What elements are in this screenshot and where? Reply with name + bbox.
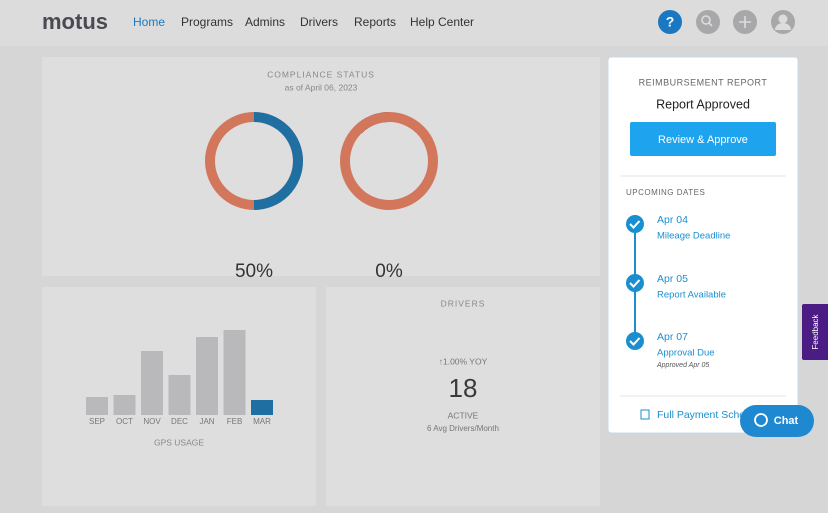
logo[interactable]: motus bbox=[42, 9, 108, 34]
x-tick-label: OCT bbox=[116, 417, 133, 426]
timeline-dot bbox=[626, 274, 644, 292]
x-tick-label: DEC bbox=[171, 417, 188, 426]
add-icon bbox=[739, 16, 751, 28]
help-button[interactable] bbox=[658, 10, 682, 34]
avatar-icon bbox=[778, 14, 788, 24]
bar bbox=[168, 375, 191, 415]
report-status: Report Approved bbox=[656, 97, 750, 111]
bar bbox=[86, 397, 108, 415]
drivers-status: ACTIVE bbox=[448, 410, 479, 420]
card-subtitle: as of April 06, 2023 bbox=[285, 82, 358, 92]
panel-title: REIMBURSEMENT REPORT bbox=[639, 77, 768, 87]
footer-link[interactable]: Full Payment Schedule bbox=[657, 409, 765, 421]
date: Apr 04 bbox=[657, 214, 688, 226]
chat-icon bbox=[754, 413, 768, 427]
check-icon bbox=[629, 220, 641, 229]
nav-link[interactable]: Reports bbox=[354, 15, 396, 29]
calendar-icon bbox=[640, 409, 650, 420]
avatar-icon bbox=[775, 23, 791, 30]
timeline-dot bbox=[626, 332, 644, 350]
drivers-change: ↑1.00% YOY bbox=[439, 356, 488, 366]
timeline-dot bbox=[626, 215, 644, 233]
nav-link[interactable]: Programs bbox=[181, 15, 233, 29]
feedback-label: Feedback bbox=[811, 313, 820, 349]
x-tick-label: NOV bbox=[143, 417, 161, 426]
donut-arc bbox=[253, 112, 303, 210]
drivers-note: 6 Avg Drivers/Month bbox=[427, 424, 499, 433]
bar bbox=[196, 337, 218, 415]
reimbursement-panel bbox=[607, 56, 799, 434]
donut-label: 0% bbox=[375, 261, 403, 282]
card-title: COMPLIANCE STATUS bbox=[267, 69, 375, 79]
donut-track bbox=[340, 112, 438, 210]
chart-label: GPS USAGE bbox=[154, 437, 204, 447]
bar bbox=[113, 395, 136, 415]
feedback-tab[interactable] bbox=[802, 304, 828, 360]
x-tick-label: JAN bbox=[199, 417, 214, 426]
review-button[interactable] bbox=[630, 122, 776, 156]
date-note: Approved Apr 05 bbox=[656, 362, 709, 369]
x-tick-label: FEB bbox=[227, 417, 243, 426]
help-icon: ? bbox=[666, 14, 675, 30]
check-icon bbox=[629, 337, 641, 346]
check-icon bbox=[629, 279, 641, 288]
date-label: Approval Due bbox=[657, 348, 715, 359]
bar bbox=[141, 351, 163, 415]
search-button[interactable] bbox=[696, 10, 720, 34]
drivers-card bbox=[326, 287, 600, 506]
timeline: Apr 04 Mileage Deadline Apr 05 Report Avail… bbox=[626, 214, 730, 369]
search-icon bbox=[701, 15, 711, 25]
nav-link[interactable]: Home bbox=[133, 15, 165, 29]
bar bbox=[223, 330, 246, 415]
date: Apr 05 bbox=[657, 273, 688, 285]
bar bbox=[251, 400, 273, 415]
section-title: UPCOMING DATES bbox=[626, 188, 705, 197]
review-button-label: Review & Approve bbox=[658, 134, 748, 146]
search-icon bbox=[708, 22, 713, 27]
nav-links: Home Programs Admins Drivers Reports Help Cen… bbox=[133, 15, 474, 29]
date-label: Report Available bbox=[657, 290, 726, 301]
nav-link[interactable]: Help Center bbox=[410, 15, 474, 29]
nav-bar bbox=[0, 0, 828, 46]
x-tick-label: SEP bbox=[89, 417, 105, 426]
drivers-count: 18 bbox=[449, 373, 478, 403]
chat-button[interactable] bbox=[740, 405, 814, 437]
nav-link[interactable]: Admins bbox=[245, 15, 285, 29]
card-title: DRIVERS bbox=[441, 298, 486, 308]
x-tick-label: MAR bbox=[253, 417, 271, 426]
date-label: Mileage Deadline bbox=[657, 231, 730, 242]
compliance-card bbox=[42, 57, 600, 276]
date: Apr 07 bbox=[657, 331, 688, 343]
donut-label: 50% bbox=[235, 261, 273, 282]
chat-label: Chat bbox=[774, 415, 799, 427]
nav-link[interactable]: Drivers bbox=[300, 15, 338, 29]
